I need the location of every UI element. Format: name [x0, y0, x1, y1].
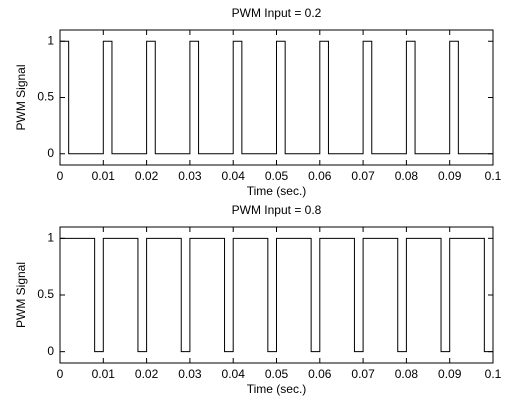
- chart-title: PWM Input = 0.2: [232, 6, 322, 20]
- y-tick-label: 0.5: [37, 287, 54, 301]
- x-tick-label: 0.1: [485, 169, 502, 183]
- x-tick-label: 0.06: [308, 367, 332, 381]
- signal-line: [60, 237, 494, 353]
- y-tick-label: 0: [47, 344, 54, 358]
- x-tick-label: 0.07: [351, 367, 375, 381]
- x-tick-label: 0.02: [135, 169, 159, 183]
- y-axis-label: PWM Signal: [14, 64, 28, 130]
- x-tick-label: 0.02: [135, 367, 159, 381]
- x-tick-label: 0.09: [438, 169, 462, 183]
- x-tick-label: 0.05: [265, 169, 289, 183]
- x-axis-label: Time (sec.): [247, 184, 307, 198]
- x-tick-label: 0.08: [395, 169, 419, 183]
- x-tick-label: 0.08: [395, 367, 419, 381]
- x-tick-label: 0.01: [92, 169, 116, 183]
- x-tick-label: 0.07: [351, 169, 375, 183]
- y-axis-label: PWM Signal: [14, 262, 28, 328]
- x-tick-label: 0.04: [222, 367, 246, 381]
- x-tick-label: 0.03: [178, 367, 202, 381]
- y-tick-label: 1: [47, 33, 54, 47]
- x-tick-label: 0.09: [438, 367, 462, 381]
- y-tick-label: 0.5: [37, 90, 54, 104]
- x-tick-label: 0.04: [222, 169, 246, 183]
- x-tick-label: 0.01: [92, 367, 116, 381]
- x-axis-label: Time (sec.): [247, 382, 307, 396]
- x-tick-label: 0.03: [178, 169, 202, 183]
- x-tick-label: 0.05: [265, 367, 289, 381]
- x-tick-label: 0: [57, 169, 64, 183]
- x-tick-label: 0.1: [485, 367, 502, 381]
- y-tick-label: 0: [47, 146, 54, 160]
- signal-line: [59, 40, 493, 155]
- chart-title: PWM Input = 0.8: [232, 203, 322, 217]
- x-tick-label: 0: [57, 367, 64, 381]
- x-tick-label: 0.06: [308, 169, 332, 183]
- y-tick-label: 1: [47, 231, 54, 245]
